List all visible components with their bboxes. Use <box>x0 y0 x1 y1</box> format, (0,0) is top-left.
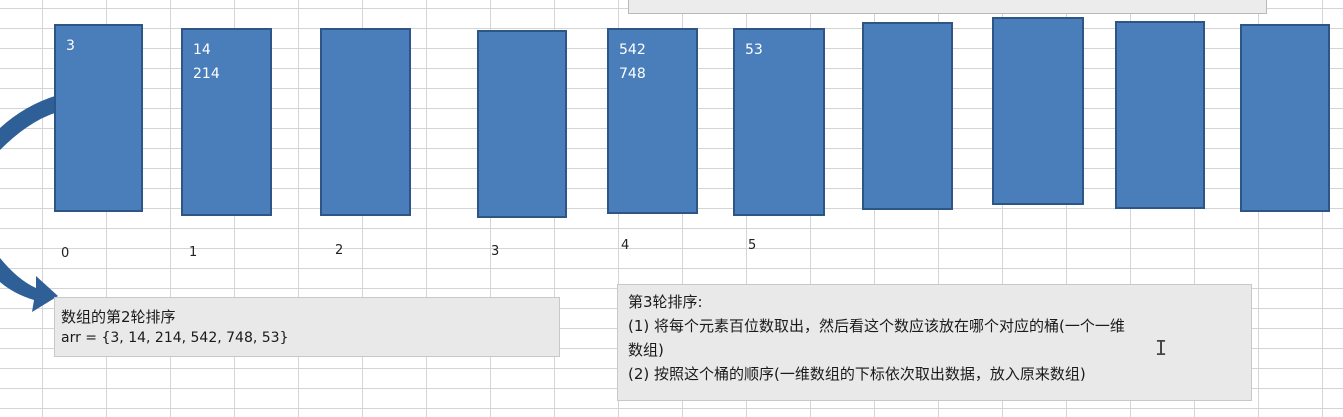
bucket-4: 542 748 <box>607 28 698 214</box>
bucket-5: 53 <box>733 28 825 216</box>
bucket-value: 748 <box>619 66 646 82</box>
round3-title: 第3轮排序: <box>628 293 703 311</box>
round2-title: 数组的第2轮排序 <box>61 308 176 326</box>
bucket-value: 14 <box>193 42 211 58</box>
bucket-index-label: 2 <box>335 243 344 258</box>
round3-note: 第3轮排序: (1) 将每个元素百位数取出，然后看这个数应该放在哪个对应的桶(一… <box>617 284 1252 401</box>
round3-line: 数组) <box>628 341 664 359</box>
bucket-8 <box>1115 21 1205 209</box>
bucket-index-label: 4 <box>621 238 630 253</box>
bucket-index-label: 5 <box>748 238 757 253</box>
bucket-index-label: 1 <box>189 245 198 260</box>
bucket-0: 3 <box>54 24 143 212</box>
round2-array: arr = {3, 14, 214, 542, 748, 53} <box>61 330 289 346</box>
curved-arrow-icon <box>0 95 58 150</box>
bucket-1: 14 214 <box>181 28 272 216</box>
bucket-3 <box>477 30 567 218</box>
curved-arrow-icon <box>0 258 58 312</box>
round2-note: 数组的第2轮排序 arr = {3, 14, 214, 542, 748, 53… <box>54 297 560 357</box>
round3-line: (1) 将每个元素百位数取出，然后看这个数应该放在哪个对应的桶(一个一维 <box>628 317 1125 335</box>
bucket-value: 53 <box>745 42 763 58</box>
bucket-value: 3 <box>66 38 75 54</box>
bucket-index-label: 0 <box>61 246 70 261</box>
bucket-value: 214 <box>193 66 220 82</box>
bucket-index-label: 3 <box>491 244 500 259</box>
round3-line: (2) 按照这个桶的顺序(一维数组的下标依次取出数据，放入原来数组) <box>628 365 1086 383</box>
bucket-value: 542 <box>619 42 646 58</box>
bucket-6 <box>862 22 953 210</box>
text-cursor-icon: I <box>1155 336 1168 360</box>
bucket-2 <box>320 28 411 216</box>
bucket-9 <box>1240 24 1330 212</box>
bucket-7 <box>992 17 1084 205</box>
top-note-box <box>628 0 1267 14</box>
